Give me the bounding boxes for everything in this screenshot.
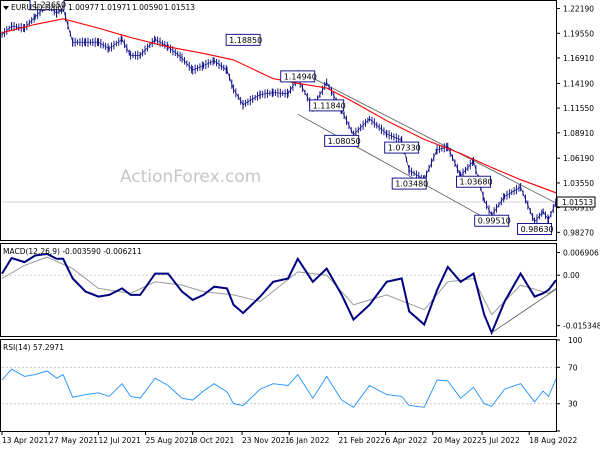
- last-price-box: [556, 196, 596, 208]
- date-tick-label: 18 Aug 2022: [529, 436, 577, 445]
- ohlc-high: 1.01971: [100, 3, 131, 12]
- macd-tick-label: 0.00: [563, 271, 580, 280]
- macd-tick-label: 0.006906: [563, 249, 599, 258]
- price-annotation-box: [309, 99, 345, 112]
- price-annotation-box: [391, 177, 427, 190]
- price-tick-label: 1.06190: [563, 154, 594, 163]
- date-tick-label: 20 May 2022: [433, 436, 482, 445]
- price-annotation-box: [456, 175, 491, 188]
- price-annotation-box: [517, 223, 553, 235]
- rsi-pane: [0, 339, 557, 432]
- price-annotation-label: 0.98630: [521, 225, 554, 234]
- price-tick-label: 0.98270: [563, 228, 594, 237]
- date-tick-label: 13 Apr 2021: [2, 436, 49, 445]
- rsi-tick-label: 70: [568, 363, 578, 372]
- last-price-label: 1.01513: [562, 198, 593, 207]
- price-annotation-box: [280, 70, 316, 83]
- price-annotation-box: [29, 0, 65, 11]
- upper-channel-trendline: [297, 69, 557, 204]
- macd-title: MACD(12,26,9) -0.003590 -0.006211: [3, 247, 142, 256]
- collapse-triangle-icon: [3, 6, 9, 10]
- ohlc-close: 1.01513: [164, 3, 195, 12]
- rsi-tick-label: 100: [568, 336, 583, 345]
- date-tick-label: 8 Oct 2021: [193, 436, 235, 445]
- date-tick-label: 6 Jan 2022: [289, 436, 329, 445]
- macd-pane: [0, 243, 557, 337]
- price-annotation-label: 1.08050: [328, 137, 361, 146]
- price-annotation-box: [384, 141, 420, 154]
- price-annotation-box: [474, 214, 510, 227]
- price-annotation-label: 1.03480: [395, 180, 428, 189]
- ohlc-low: 1.00590: [132, 3, 163, 12]
- price-annotation-label: 1.11840: [313, 101, 346, 110]
- price-annotation-label: 1.03680: [459, 178, 492, 187]
- price-annotation-label: 1.07330: [388, 144, 421, 153]
- price-tick-label: 1.14190: [563, 79, 594, 88]
- macd-signal-line: [1, 256, 557, 316]
- date-tick-label: 6 Apr 2022: [386, 436, 428, 445]
- macd-tick-label: -0.015348: [563, 322, 600, 331]
- price-tick-label: 1.19550: [563, 29, 594, 38]
- price-pane: [0, 0, 557, 241]
- price-tick-label: 1.16910: [563, 54, 594, 63]
- rsi-line: [1, 368, 557, 408]
- price-annotation-label: 1.18850: [229, 36, 262, 45]
- price-annotation-label: 0.99510: [478, 217, 511, 226]
- price-annotation-box: [225, 33, 261, 46]
- date-tick-label: 27 May 2021: [49, 436, 98, 445]
- price-tick-label: 1.00910: [563, 204, 594, 213]
- price-tick-label: 1.22190: [563, 5, 594, 14]
- macd-support-trendline: [491, 289, 557, 334]
- date-tick-label: 25 Aug 2021: [146, 436, 194, 445]
- price-tick-label: 1.11550: [563, 104, 594, 113]
- date-tick-label: 21 Feb 2022: [338, 436, 385, 445]
- price-tick-label: 1.08910: [563, 129, 594, 138]
- ohlc-open: 1.00977: [68, 3, 99, 12]
- macd-line: [1, 252, 557, 336]
- price-annotation-label: 1.14940: [284, 72, 317, 81]
- price-tick-label: 1.03550: [563, 179, 594, 188]
- watermark: ActionForex.com: [120, 167, 261, 187]
- date-tick-label: 5 Jul 2022: [482, 436, 520, 445]
- price-annotation-label: 1.22650: [33, 0, 66, 9]
- date-tick-label: 23 Nov 2021: [242, 436, 290, 445]
- date-tick-label: 12 Jul 2021: [98, 436, 141, 445]
- lower-channel-trendline: [297, 113, 501, 227]
- price-chart-title: EURUSD,Daily: [11, 3, 64, 12]
- price-legend: EURUSD,Daily 1.00977 1.01971 1.00590 1.0…: [3, 3, 195, 12]
- price-annotation-box: [324, 134, 360, 147]
- rsi-tick-label: 30: [568, 400, 578, 409]
- price-line: [1, 4, 557, 223]
- rsi-title: RSI(14) 57.2971: [3, 343, 64, 352]
